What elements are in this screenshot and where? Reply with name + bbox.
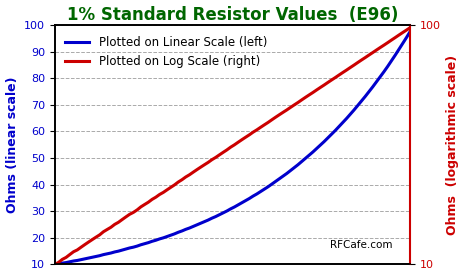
Plotted on Linear Scale (left) [206,218,211,222]
Plotted on Linear Scale (left) [232,205,237,209]
Plotted on Linear Scale (left) [407,30,413,33]
Plotted on Log Scale (right) [206,161,211,164]
Plotted on Log Scale (right) [378,46,383,49]
Line: Plotted on Log Scale (right): Plotted on Log Scale (right) [55,28,410,264]
Plotted on Log Scale (right) [407,26,413,29]
Plotted on Log Scale (right) [100,230,106,233]
Line: Plotted on Linear Scale (left): Plotted on Linear Scale (left) [55,31,410,264]
Y-axis label: Ohms  (logarithmic scale): Ohms (logarithmic scale) [446,55,459,235]
Plotted on Linear Scale (left) [378,75,383,78]
Plotted on Linear Scale (left) [153,238,159,242]
Plotted on Log Scale (right) [243,136,248,139]
Plotted on Log Scale (right) [232,143,237,147]
Y-axis label: Ohms (linear scale): Ohms (linear scale) [6,76,19,213]
Plotted on Linear Scale (left) [243,199,248,202]
Legend: Plotted on Linear Scale (left), Plotted on Log Scale (right): Plotted on Linear Scale (left), Plotted … [61,31,272,72]
Plotted on Linear Scale (left) [52,263,58,266]
Text: RFCafe.com: RFCafe.com [330,240,392,250]
Plotted on Log Scale (right) [52,263,58,266]
Title: 1% Standard Resistor Values  (E96): 1% Standard Resistor Values (E96) [67,6,398,23]
Plotted on Log Scale (right) [153,195,159,199]
Plotted on Linear Scale (left) [100,253,106,256]
